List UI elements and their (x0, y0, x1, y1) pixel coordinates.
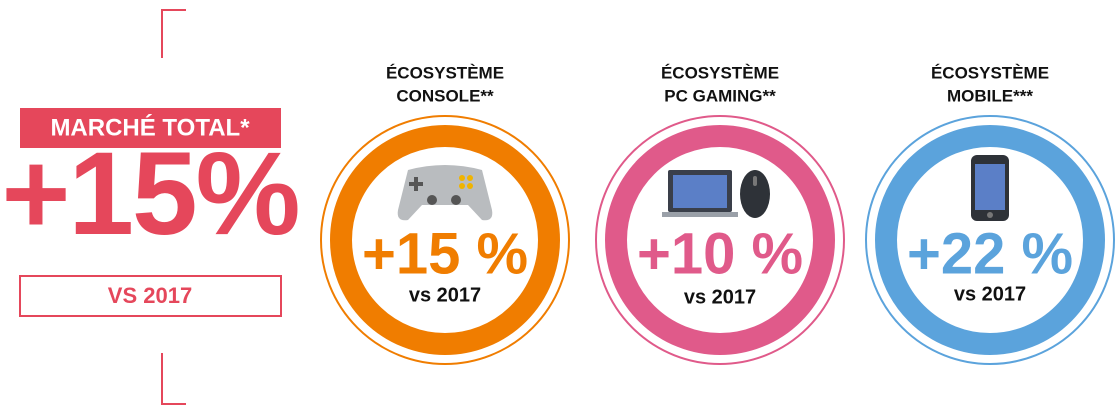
segment-title: ÉCOSYSTÈME (661, 63, 779, 82)
mouse-icon (740, 170, 770, 218)
segment-pc: ÉCOSYSTÈME PC GAMING** +10 % vs 2017 (595, 63, 845, 365)
total-label-box (20, 108, 281, 148)
inner-ring (330, 125, 560, 355)
segment-title: PC GAMING** (664, 86, 776, 105)
bracket-top (161, 9, 186, 58)
icon-detail (459, 183, 465, 189)
segment-value: +22 % (907, 221, 1073, 286)
segment-comparison: vs 2017 (684, 286, 756, 308)
segment-title: ÉCOSYSTÈME (931, 63, 1049, 82)
segment-comparison: vs 2017 (954, 283, 1026, 305)
outer-ring (595, 115, 845, 365)
laptop-screen (673, 175, 727, 208)
mouse-wheel (753, 176, 757, 186)
segment-title: ÉCOSYSTÈME (386, 63, 504, 82)
laptop-base (662, 212, 738, 217)
segment-mobile: ÉCOSYSTÈME MOBILE*** +22 % vs 2017 (865, 63, 1115, 365)
gamepad-icon (397, 165, 493, 221)
bracket-bottom (161, 353, 186, 405)
inner-ring (875, 125, 1105, 355)
icon-detail (451, 195, 461, 205)
icon-detail (427, 195, 437, 205)
segment-value: +10 % (637, 221, 803, 286)
segment-title: CONSOLE** (396, 86, 494, 105)
phone-button (987, 212, 993, 218)
icon-detail (467, 175, 473, 181)
total-label: MARCHÉ TOTAL* (50, 113, 250, 141)
segment-console: ÉCOSYSTÈME CONSOLE** +15 % vs 2017 (320, 63, 570, 365)
icon-detail (409, 182, 423, 186)
phone-screen (975, 164, 1005, 210)
total-value: +15% (1, 128, 298, 260)
segment-title: MOBILE*** (947, 86, 1033, 105)
segment-comparison: vs 2017 (409, 284, 481, 306)
outer-ring (865, 115, 1115, 365)
segment-value: +15 % (362, 221, 528, 286)
total-comparison-box (19, 275, 282, 317)
inner-ring (605, 125, 835, 355)
outer-ring (320, 115, 570, 365)
icon-detail (459, 175, 465, 181)
icon-detail (467, 183, 473, 189)
total-comparison: VS 2017 (108, 283, 192, 308)
